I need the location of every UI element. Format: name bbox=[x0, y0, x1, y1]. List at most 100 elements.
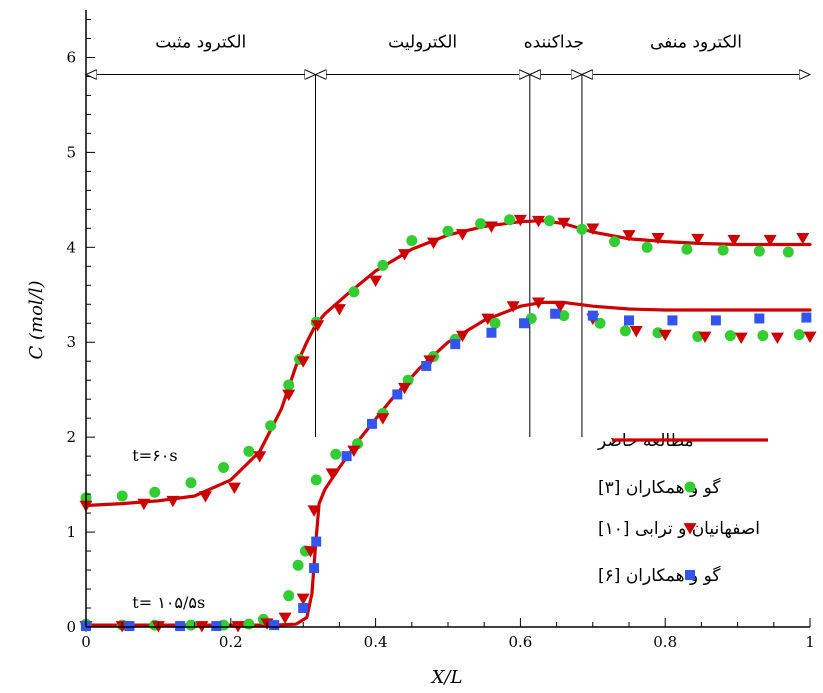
triangle-down-point bbox=[253, 451, 267, 463]
circle-point bbox=[543, 215, 555, 227]
triangle-down-point bbox=[557, 217, 571, 230]
y-tick-label: 1 bbox=[66, 523, 76, 541]
square-point bbox=[309, 563, 320, 574]
legend-triangle-down-swatch bbox=[683, 523, 697, 535]
circle-point bbox=[757, 330, 769, 342]
triangle-down-point bbox=[622, 230, 636, 242]
circle-point bbox=[717, 244, 729, 256]
circle-point bbox=[283, 590, 295, 602]
circle-point bbox=[442, 225, 454, 237]
triangle-down-point bbox=[398, 249, 412, 261]
square-point bbox=[486, 327, 497, 338]
square-point bbox=[450, 339, 461, 350]
triangle-down-point bbox=[166, 495, 180, 508]
triangle-down-point bbox=[691, 233, 705, 246]
triangle-down-point bbox=[455, 229, 469, 241]
circle-point bbox=[243, 618, 255, 630]
triangle-down-point bbox=[553, 301, 567, 313]
circle-point bbox=[330, 448, 342, 460]
triangle-down-point bbox=[332, 304, 346, 316]
circle-point bbox=[489, 317, 501, 329]
triangle-down-point bbox=[651, 232, 665, 245]
square-point bbox=[392, 389, 403, 400]
circle-point bbox=[377, 259, 389, 271]
square-point bbox=[754, 313, 765, 324]
triangle-down-point bbox=[227, 482, 241, 494]
triangle-down-point bbox=[532, 297, 545, 309]
triangle-down-point bbox=[296, 593, 310, 606]
triangle-down-point bbox=[198, 491, 212, 503]
series-line-t60 bbox=[84, 219, 812, 508]
triangle-down-point bbox=[803, 331, 817, 344]
square-point bbox=[298, 603, 309, 614]
time-label: t= ۱۰۵/۵s bbox=[132, 593, 205, 612]
y-tick-label: 6 bbox=[66, 48, 76, 66]
circle-point bbox=[185, 619, 197, 631]
triangle-down-point bbox=[369, 275, 383, 288]
square-point bbox=[421, 360, 432, 371]
circle-point bbox=[641, 241, 653, 253]
square-point bbox=[667, 315, 678, 326]
square-point bbox=[710, 315, 721, 326]
triangle-down-point bbox=[586, 223, 600, 235]
y-tick-label: 5 bbox=[66, 143, 76, 161]
triangle-down-point bbox=[513, 214, 527, 227]
region-label: الکترود منفی bbox=[650, 33, 742, 53]
circle-point bbox=[475, 218, 487, 230]
circle-point bbox=[576, 223, 588, 235]
legend-label: اصفهانیان و ترابی [۱۰] bbox=[598, 519, 760, 539]
x-tick-label: 0 bbox=[81, 633, 91, 651]
square-point bbox=[175, 621, 186, 632]
x-tick-label: 0.4 bbox=[364, 633, 388, 651]
circle-point bbox=[185, 477, 197, 489]
triangle-down-point bbox=[484, 221, 498, 233]
square-point bbox=[587, 310, 598, 321]
triangle-down-point bbox=[629, 325, 643, 338]
triangle-down-point bbox=[278, 612, 292, 625]
square-point bbox=[341, 451, 352, 462]
square-point bbox=[211, 621, 222, 632]
legend-label: گو و همکاران [۳] bbox=[598, 477, 721, 498]
triangle-down-point bbox=[506, 301, 520, 313]
triangle-down-point bbox=[698, 331, 712, 344]
legend-label: گو و همکاران [۶] bbox=[598, 565, 721, 586]
circle-point bbox=[283, 379, 295, 391]
square-point bbox=[124, 621, 135, 632]
triangle-down-point bbox=[303, 546, 317, 558]
triangle-down-point bbox=[796, 232, 810, 245]
triangle-down-point bbox=[137, 498, 151, 511]
square-point bbox=[366, 418, 377, 429]
circle-point bbox=[265, 420, 277, 432]
x-tick-label: 0.8 bbox=[653, 633, 677, 651]
triangle-down-point bbox=[311, 320, 325, 332]
triangle-down-point bbox=[427, 237, 441, 250]
triangle-down-point bbox=[770, 332, 784, 344]
circle-point bbox=[753, 245, 765, 257]
y-tick-label: 3 bbox=[66, 333, 76, 351]
y-tick-label: 0 bbox=[66, 618, 76, 636]
circle-point bbox=[292, 559, 304, 571]
triangle-down-point bbox=[763, 234, 777, 247]
circle-point bbox=[724, 330, 736, 342]
triangle-down-point bbox=[376, 413, 390, 425]
square-point bbox=[801, 312, 812, 323]
triangle-down-point bbox=[658, 329, 672, 342]
circle-point bbox=[504, 214, 516, 226]
circle-point bbox=[218, 462, 230, 474]
x-tick-label: 1 bbox=[805, 633, 815, 651]
square-point bbox=[624, 315, 634, 326]
circle-point bbox=[558, 310, 570, 322]
x-axis-label: X/L bbox=[430, 667, 463, 688]
triangle-down-point bbox=[282, 389, 296, 401]
triangle-down-point bbox=[325, 468, 339, 480]
region-label: الکترولیت bbox=[388, 33, 457, 53]
circle-point bbox=[619, 325, 631, 337]
square-point bbox=[550, 308, 561, 319]
triangle-down-point bbox=[296, 356, 310, 368]
triangle-down-point bbox=[734, 332, 748, 344]
region-label: الکترود مثبت bbox=[155, 33, 246, 53]
legend-circle-swatch bbox=[684, 481, 696, 493]
circle-point bbox=[243, 445, 255, 457]
y-axis-label: C (mol/l) bbox=[26, 280, 47, 359]
